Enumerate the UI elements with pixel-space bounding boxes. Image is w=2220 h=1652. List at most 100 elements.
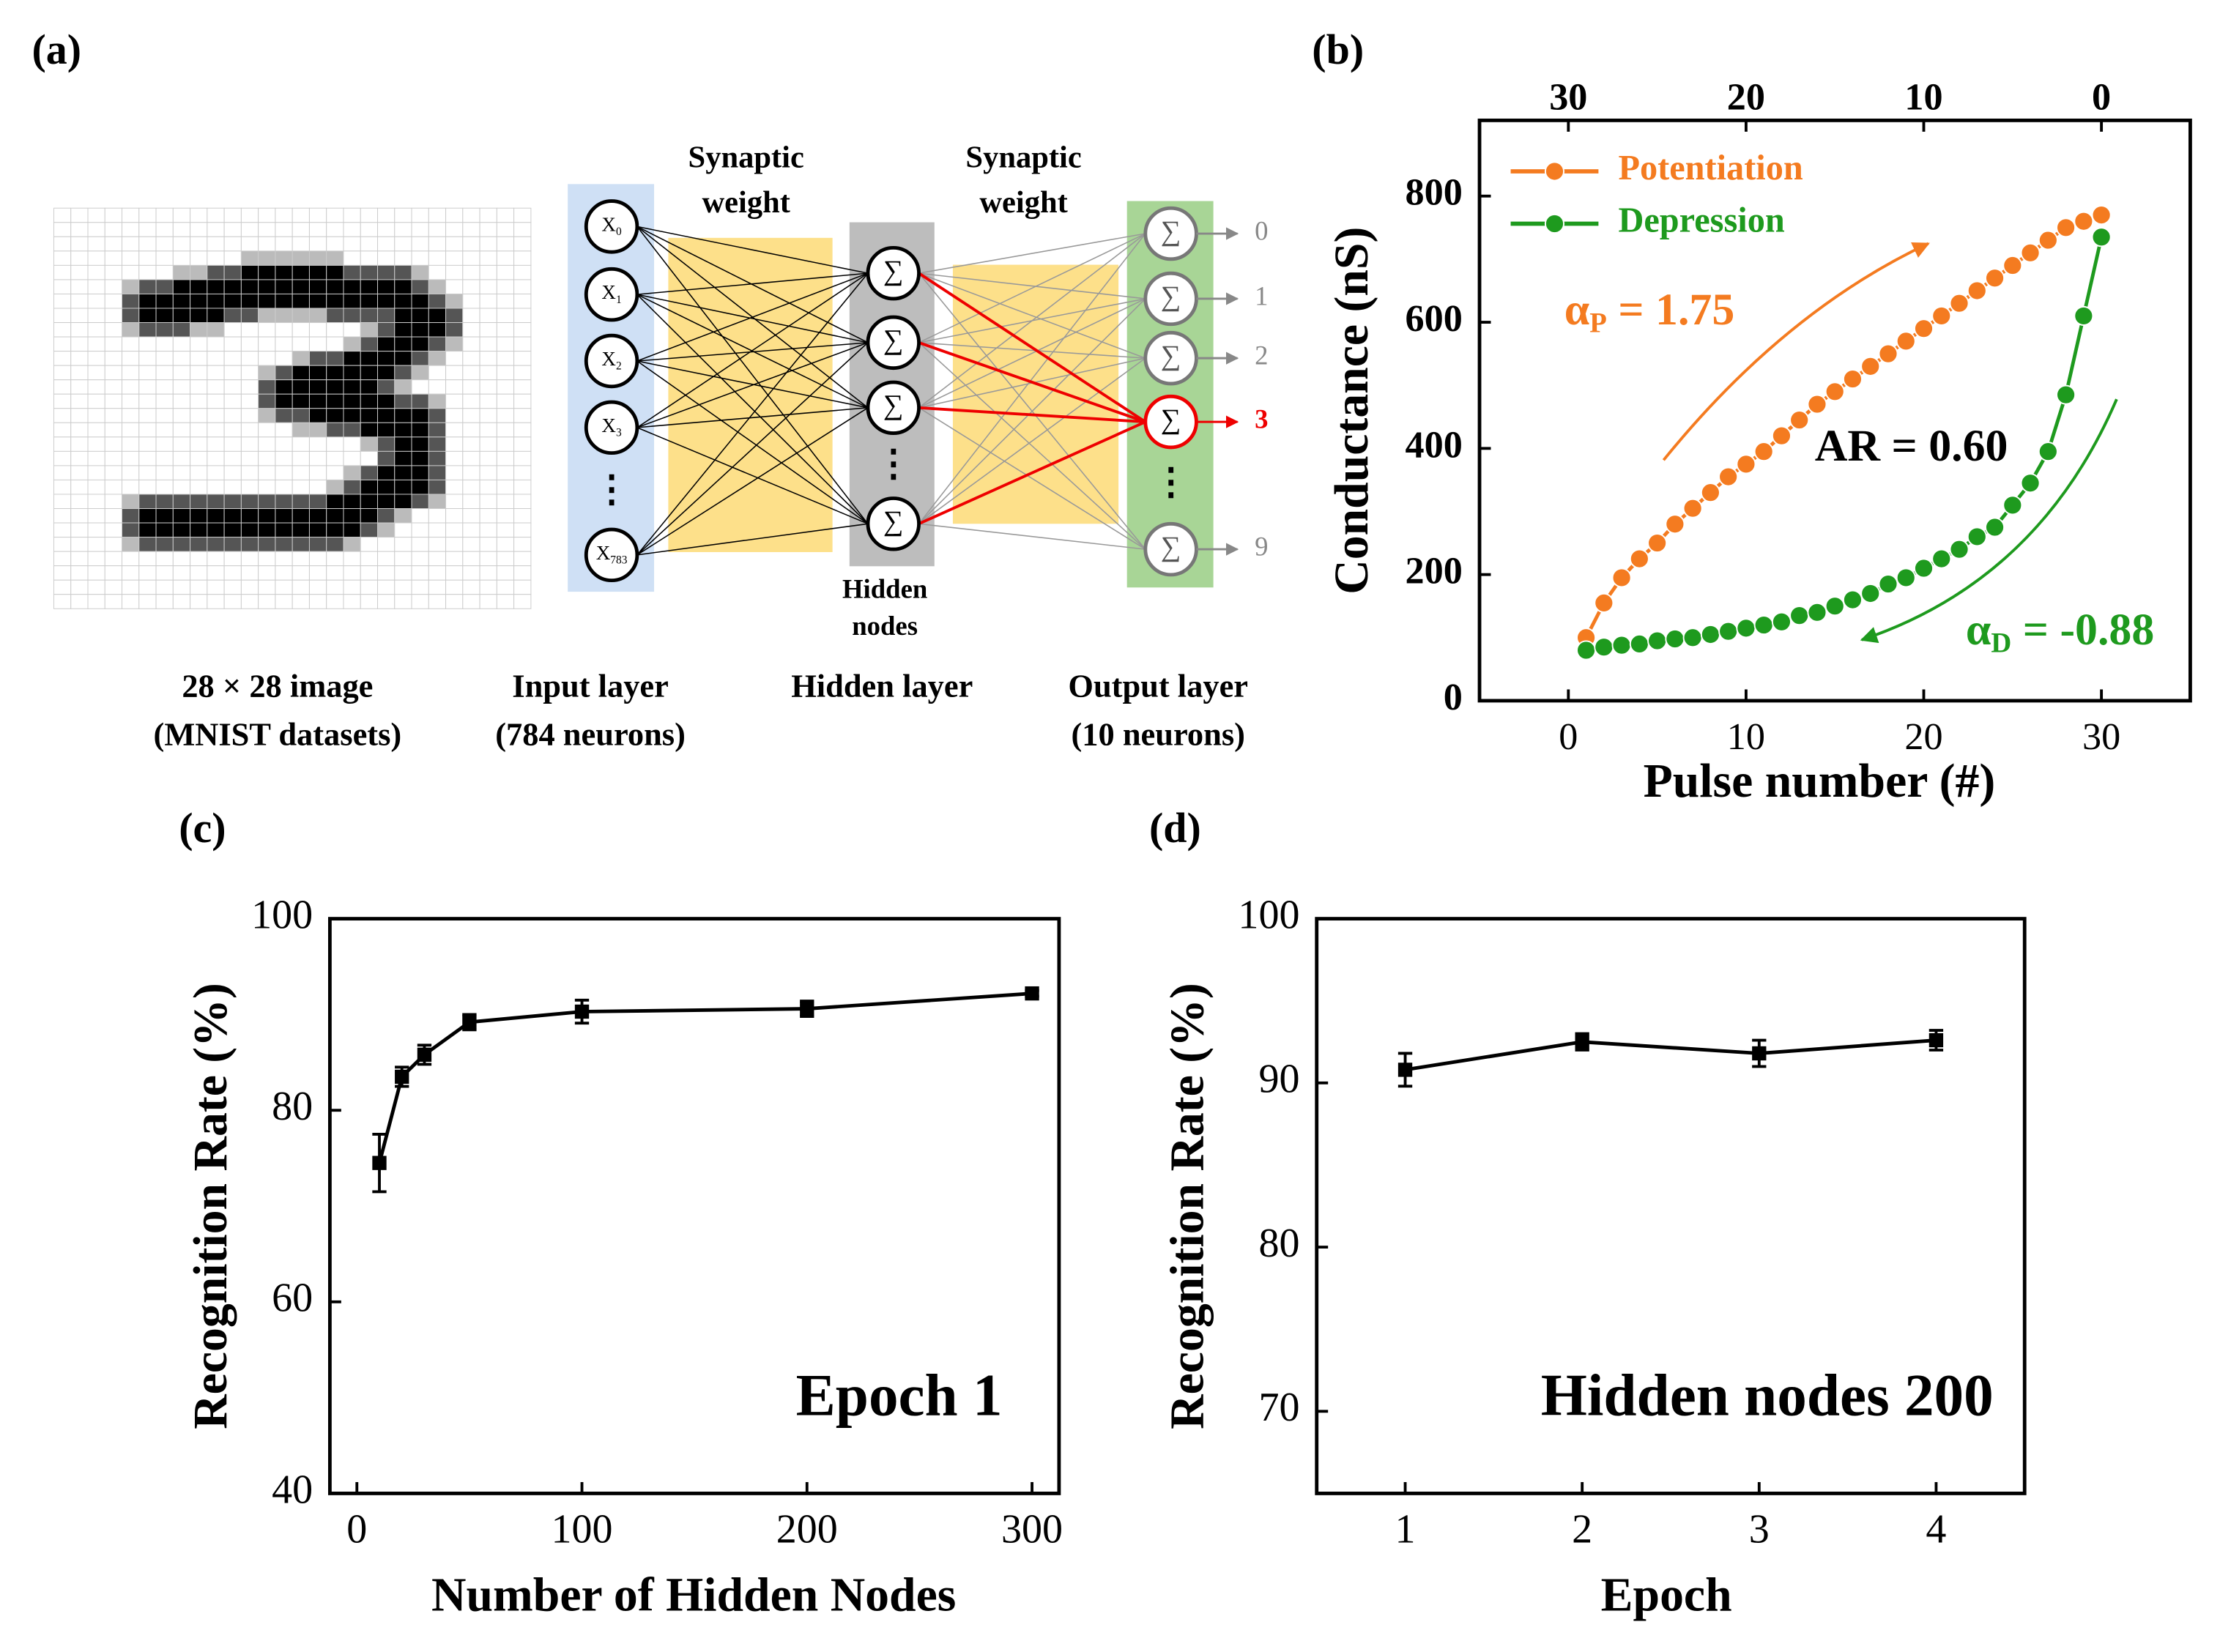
pixel	[122, 465, 140, 480]
pixel	[190, 236, 208, 252]
pixel	[360, 351, 378, 366]
pixel	[360, 322, 378, 338]
pixel	[104, 222, 123, 237]
pixel	[343, 594, 361, 609]
pixel	[207, 522, 225, 538]
pixel	[292, 379, 310, 395]
y-tick-label: 400	[1406, 423, 1463, 466]
pixel	[87, 236, 105, 252]
active-connection	[918, 406, 1146, 424]
pixel	[240, 336, 259, 352]
pixel	[223, 465, 242, 480]
pixel	[394, 351, 412, 366]
marker	[1397, 1063, 1413, 1077]
pixel	[343, 537, 361, 552]
pixel	[122, 322, 140, 338]
marker	[1896, 331, 1916, 351]
pixel	[343, 279, 361, 294]
pixel	[190, 450, 208, 466]
marker	[1629, 548, 1649, 569]
pixel	[428, 408, 447, 423]
y-axis-label: Recognition Rate (%)	[1161, 983, 1214, 1429]
pixel	[308, 351, 327, 366]
connection	[636, 342, 869, 428]
pixel	[479, 408, 497, 423]
pixel	[496, 494, 515, 509]
pixel	[292, 565, 310, 581]
pixel	[445, 465, 464, 480]
marker	[1985, 268, 2005, 289]
pixel	[53, 408, 72, 423]
input-node	[584, 333, 639, 389]
pixel	[138, 379, 157, 395]
pixel	[479, 279, 497, 294]
marker	[1771, 425, 1792, 446]
pixel	[308, 336, 327, 352]
pixel	[172, 236, 191, 252]
y-axis-label: Recognition Rate (%)	[184, 983, 237, 1429]
pixel	[308, 551, 327, 567]
pixel	[394, 322, 412, 338]
pixel	[411, 565, 429, 581]
pixel	[104, 422, 123, 438]
pixel	[53, 336, 72, 352]
pixel	[138, 264, 157, 280]
pixel	[240, 379, 259, 395]
x-tick-label: 3	[1749, 1506, 1770, 1552]
pixel	[428, 422, 447, 438]
marker	[1967, 527, 1987, 547]
pixel	[258, 365, 276, 381]
pixel	[411, 207, 429, 223]
connection	[636, 407, 869, 556]
connection	[636, 226, 869, 524]
pixel	[496, 393, 515, 409]
connection	[636, 342, 869, 556]
pixel	[343, 236, 361, 252]
pixel	[292, 264, 310, 280]
marker	[1824, 596, 1845, 617]
pixel	[394, 222, 412, 237]
pixel	[53, 207, 72, 223]
pixel	[70, 594, 89, 609]
marker	[1949, 539, 1970, 559]
pixel	[190, 207, 208, 223]
connection	[918, 233, 1146, 524]
pixel	[377, 508, 396, 524]
pixel	[155, 551, 174, 567]
pixel	[190, 465, 208, 480]
x-tick-label: 0	[1559, 715, 1578, 758]
pixel	[513, 236, 532, 252]
pixel	[394, 264, 412, 280]
pixel	[104, 565, 123, 581]
pixel	[122, 207, 140, 223]
y-tick-label: 80	[272, 1084, 313, 1129]
pixel	[428, 250, 447, 266]
pixel	[53, 365, 72, 381]
pixel	[343, 379, 361, 395]
output-label: 1	[1255, 280, 1268, 310]
pixel	[479, 322, 497, 338]
pixel	[207, 393, 225, 409]
input-node-label: X1	[601, 281, 621, 305]
pixel	[240, 422, 259, 438]
input-node-label: X0	[601, 214, 622, 238]
pixel	[428, 436, 447, 452]
panel-label: (a)	[32, 26, 82, 73]
pixel	[394, 279, 412, 294]
pixel	[53, 222, 72, 237]
pixel	[240, 579, 259, 595]
marker	[1682, 628, 1703, 648]
pixel	[462, 279, 480, 294]
pixel	[240, 450, 259, 466]
pixel	[479, 207, 497, 223]
pixel	[240, 551, 259, 567]
pixel	[70, 508, 89, 524]
pixel	[445, 250, 464, 266]
pixel	[343, 351, 361, 366]
pixel	[377, 479, 396, 495]
pixel	[377, 351, 396, 366]
pixel	[190, 279, 208, 294]
pixel	[87, 293, 105, 309]
pixel	[172, 264, 191, 280]
plot-frame	[1315, 917, 2027, 1495]
